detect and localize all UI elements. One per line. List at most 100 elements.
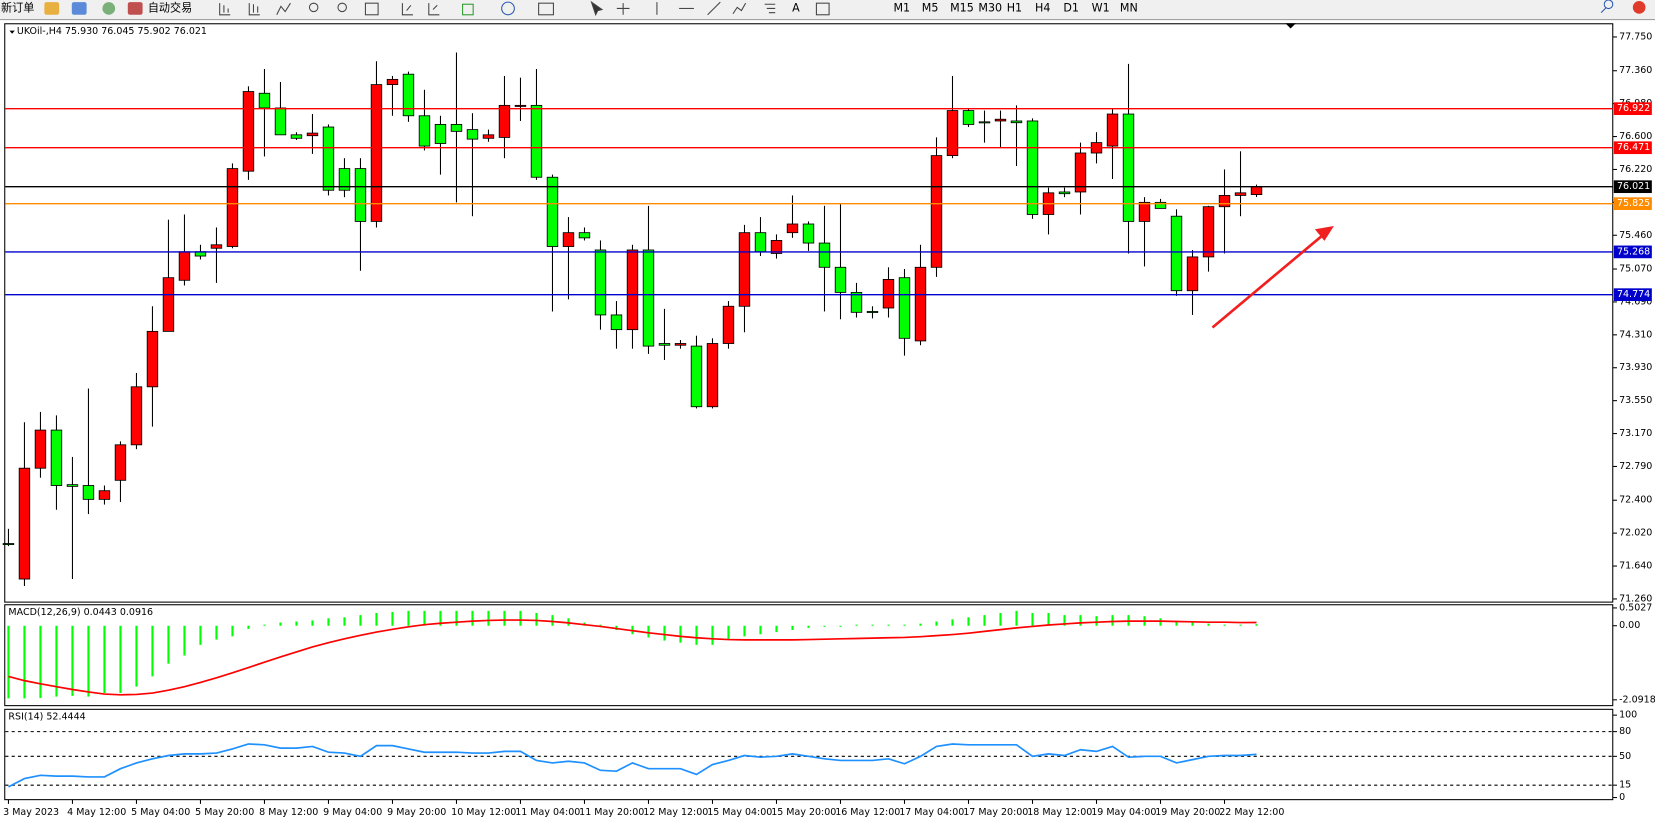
timeframe-button[interactable]: H1 <box>1007 1 1022 14</box>
candle-body <box>1026 120 1039 215</box>
candle-body <box>2 543 15 546</box>
text-tool[interactable]: A <box>792 1 800 14</box>
shift-marker <box>1285 23 1296 29</box>
candle-body <box>994 118 1007 122</box>
candle-body <box>146 330 159 388</box>
candle-body <box>418 115 431 147</box>
candle-body <box>386 78 399 86</box>
candle-body <box>770 240 783 254</box>
candle-body <box>18 467 31 580</box>
candle-body <box>1154 201 1167 209</box>
timeframe-button[interactable]: M1 <box>894 1 911 14</box>
candle-body <box>626 249 639 331</box>
price-level-tag <box>1613 197 1652 210</box>
candle-body <box>1202 206 1215 258</box>
candle-body <box>514 104 527 107</box>
candle-body <box>978 121 991 124</box>
chart-title: RSI(14) 52.4444 <box>8 712 85 723</box>
candle-body <box>450 124 463 132</box>
candle-body <box>226 168 239 247</box>
timeframe-button[interactable]: D1 <box>1063 1 1079 14</box>
icon[interactable] <box>71 2 87 15</box>
x-tick-label: 10 May 12:00 <box>451 807 516 818</box>
candle-body <box>258 92 271 109</box>
candle-body <box>114 444 127 481</box>
candle-body <box>338 168 351 191</box>
icon[interactable] <box>44 2 60 15</box>
price-level-tag <box>1613 288 1652 302</box>
price-level-label: 76.021 <box>1617 181 1650 192</box>
candle-body <box>306 132 319 137</box>
x-tick-label: 5 May 20:00 <box>195 807 254 818</box>
timeframe-button[interactable]: MN <box>1120 1 1138 14</box>
candle-body <box>546 176 559 247</box>
candle-body <box>690 345 703 408</box>
candle-body <box>1074 152 1087 193</box>
candle-body <box>1138 201 1151 222</box>
candle-body <box>834 266 847 293</box>
timeframe-button[interactable]: W1 <box>1092 1 1110 14</box>
candle-body <box>754 232 767 253</box>
candle-body <box>802 223 815 244</box>
arrow-head <box>1314 226 1334 241</box>
y-tick-label: 0.5027 <box>1619 602 1652 613</box>
price-level-label: 75.825 <box>1617 198 1650 209</box>
label-tool[interactable] <box>815 2 830 16</box>
timeframe-bar: M1 M5 M15 M30 H1 H4 D1 W1 MN <box>894 1 1138 14</box>
alert-badge[interactable] <box>1632 1 1646 14</box>
x-tick-label: 19 May 20:00 <box>1155 807 1220 818</box>
new-order-button[interactable]: 新订单 <box>1 0 34 14</box>
candle-body <box>370 84 383 222</box>
tool-icons[interactable] <box>219 0 776 17</box>
arrow-annotation <box>1211 226 1334 329</box>
x-tick-label: 4 May 12:00 <box>67 807 126 818</box>
x-tick-label: 15 May 04:00 <box>707 807 772 818</box>
price-level-label: 75.268 <box>1617 246 1650 257</box>
x-tick-label: 5 May 04:00 <box>131 807 190 818</box>
x-tick-label: 11 May 04:00 <box>515 807 580 818</box>
candle-body <box>1250 186 1263 195</box>
timeframe-button[interactable]: M15 <box>950 1 974 14</box>
y-tick-label: 74.690 <box>1619 296 1652 307</box>
x-tick-label: 8 May 12:00 <box>259 807 318 818</box>
x-tick-label: 12 May 12:00 <box>643 807 708 818</box>
timeframe-button[interactable]: M30 <box>978 1 1002 14</box>
price-level-label: 76.471 <box>1617 142 1650 153</box>
chart-title: UKOil-,H4 75.930 76.045 75.902 76.021 <box>17 26 207 37</box>
y-tick-label: 80 <box>1619 726 1631 737</box>
auto-trading-button[interactable]: 自动交易 <box>148 0 192 14</box>
candle-body <box>98 490 111 500</box>
candle-body <box>946 110 959 157</box>
candle-body <box>290 134 303 139</box>
candle-body <box>818 242 831 268</box>
candle-body <box>850 291 863 313</box>
y-tick-label: -2.0918 <box>1619 694 1655 705</box>
candle-body <box>402 73 415 117</box>
candle-body <box>434 124 447 144</box>
timeframe-button[interactable]: H4 <box>1035 1 1050 14</box>
y-tick-label: 74.310 <box>1619 329 1652 340</box>
candle-body <box>658 343 671 346</box>
plot-area: UKOil-,H4 75.930 76.045 75.902 76.021 77.… <box>2 26 1655 818</box>
y-tick-label: 100 <box>1619 710 1637 721</box>
y-tick-label: 0 <box>1619 792 1625 803</box>
candle-body <box>482 134 495 139</box>
chart-title: MACD(12,26,9) 0.0443 0.0916 <box>8 607 153 618</box>
timeframe-button[interactable]: M5 <box>922 1 939 14</box>
candle-body <box>274 107 287 136</box>
candle-body <box>914 266 927 342</box>
search-icon[interactable] <box>1600 0 1614 14</box>
y-tick-label: 71.260 <box>1619 593 1652 604</box>
y-tick-label: 73.170 <box>1619 428 1652 439</box>
y-tick-label: 73.930 <box>1619 362 1652 373</box>
y-tick-label: 76.220 <box>1619 164 1652 175</box>
auto-trading-icon[interactable] <box>127 2 143 15</box>
price-level-label: 74.774 <box>1617 289 1650 300</box>
toolbar: 新订单 自动交易 A M1 M5 M15 M30 H1 H4 D1 W1 MN <box>0 0 1655 21</box>
candle-body <box>322 126 335 191</box>
x-tick-label: 16 May 12:00 <box>835 807 900 818</box>
toolbar-bg <box>0 0 1655 20</box>
y-tick-label: 71.640 <box>1619 561 1652 572</box>
icon[interactable] <box>102 2 116 15</box>
